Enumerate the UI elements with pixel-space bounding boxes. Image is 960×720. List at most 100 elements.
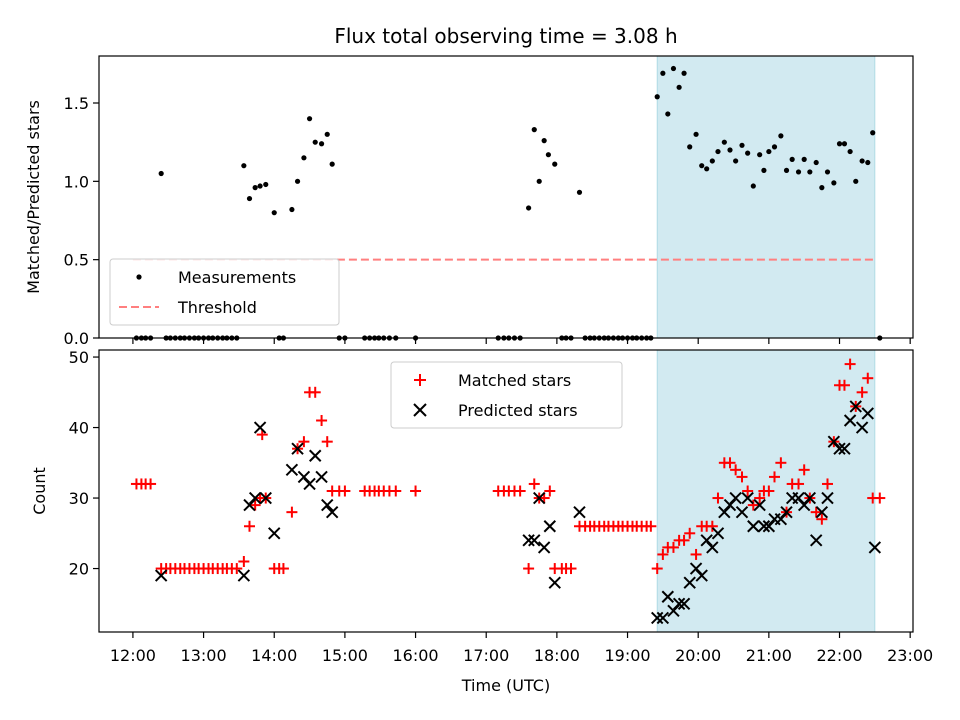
matched-star-point <box>793 478 805 490</box>
matched-star-point <box>730 464 742 476</box>
x-tick-label: 12:00 <box>110 646 156 665</box>
measurement-point <box>766 148 772 155</box>
measurement-point <box>739 142 745 148</box>
measurement-point <box>813 159 819 166</box>
matched-star-point <box>798 464 810 476</box>
predicted-star-point <box>248 491 262 505</box>
measurement-point <box>870 130 876 136</box>
matched-star-point <box>514 485 526 497</box>
matched-star-point <box>862 372 874 384</box>
measurement-point <box>654 94 660 100</box>
predicted-star-point <box>757 520 771 533</box>
measurement-point <box>681 70 687 76</box>
matched-star-point <box>657 548 669 560</box>
predicted-star-point <box>573 505 586 519</box>
matched-star-point <box>651 563 663 575</box>
top-y-tick-label: 1.5 <box>64 94 89 113</box>
measurement-point <box>761 167 767 173</box>
legend-matched-marker <box>414 374 426 386</box>
measurement-point <box>836 141 843 147</box>
predicted-star-point <box>268 527 281 540</box>
predicted-star-point <box>303 477 316 491</box>
matched-star-point <box>816 513 828 525</box>
measurement-point <box>778 133 784 139</box>
measurement-point <box>252 185 258 191</box>
measurement-point <box>727 147 733 153</box>
matched-star-point <box>775 457 787 469</box>
predicted-star-point <box>656 611 670 625</box>
predicted-star-point <box>309 449 322 462</box>
measurement-point <box>536 178 542 184</box>
top-y-axis-label: Matched/Predicted stars <box>24 100 43 294</box>
highlight-span-top <box>656 55 876 339</box>
predicted-star-point <box>711 527 725 540</box>
matched-star-point <box>523 563 535 575</box>
measurement-point <box>329 161 335 167</box>
measurement-point <box>847 148 853 155</box>
measurement-point <box>324 131 330 137</box>
bottom-plot-frame <box>98 349 914 633</box>
x-tick-label: 21:00 <box>746 646 792 665</box>
matched-star-point <box>244 520 256 532</box>
bottom-x-axis-ticks: 12:00 13:00 14:00 15:00 16:00 17:00 18:00 19:00… <box>110 632 933 665</box>
matched-star-point <box>736 471 748 483</box>
predicted-star-point <box>747 520 760 533</box>
matched-star-point <box>544 485 556 497</box>
matched-star-point <box>286 506 298 518</box>
measurement-point <box>819 185 825 191</box>
top-y-tick-label: 1.0 <box>64 172 89 191</box>
measurement-point <box>246 195 253 202</box>
predicted-star-point <box>729 491 742 505</box>
matched-star-point <box>838 379 850 391</box>
matched-star-point <box>754 492 766 504</box>
matched-star-point <box>810 506 822 518</box>
top-x-axis-ticks <box>132 338 911 344</box>
matched-star-point <box>667 541 679 553</box>
matched-star-point <box>742 485 754 497</box>
measurement-point <box>865 159 871 166</box>
legend-threshold-label: Threshold <box>177 298 257 317</box>
predicted-star-point <box>651 611 664 625</box>
matched-star-point <box>316 415 328 426</box>
measurement-point <box>526 205 532 211</box>
matched-star-point <box>238 556 250 567</box>
predicted-star-point <box>672 597 686 611</box>
ratio-plot: 0.0 0.5 1.0 1.5 Matched/Predicted stars Mea… <box>24 55 914 348</box>
predicted-star-point <box>809 534 823 547</box>
matched-star-point <box>309 386 321 398</box>
measurement-point <box>545 152 551 158</box>
predicted-star-point <box>661 590 675 603</box>
matched-star-point <box>565 563 577 575</box>
chart-title: Flux total observing time = 3.08 h <box>334 24 677 48</box>
predicted-stars-points <box>154 400 882 625</box>
measurement-point <box>709 158 715 164</box>
measurement-point <box>853 178 859 184</box>
bottom-y-tick-label: 30 <box>69 489 89 508</box>
predicted-star-point <box>821 491 834 505</box>
predicted-star-point <box>833 442 846 455</box>
matched-star-point <box>410 485 422 497</box>
legend-matched-label: Matched stars <box>458 371 571 390</box>
measurement-point <box>552 161 558 167</box>
measurement-point <box>771 144 778 150</box>
matched-star-point <box>763 485 775 497</box>
measurement-point <box>676 84 682 90</box>
measurement-point <box>757 152 763 158</box>
measurement-point <box>257 183 263 189</box>
predicted-star-point <box>528 534 541 547</box>
predicted-star-point <box>321 498 334 512</box>
top-y-tick-label: 0.0 <box>64 329 89 348</box>
matched-star-point <box>724 457 736 469</box>
measurement-point <box>745 150 751 156</box>
predicted-star-point <box>695 569 708 582</box>
matched-star-point <box>747 499 759 511</box>
x-tick-label: 20:00 <box>675 646 721 665</box>
measurement-point <box>693 131 699 137</box>
measurement-point <box>271 210 277 216</box>
measurement-point <box>831 180 837 186</box>
x-tick-label: 15:00 <box>322 646 368 665</box>
measurement-point <box>704 166 710 172</box>
measurement-point <box>306 116 313 122</box>
matched-star-point <box>249 499 261 511</box>
